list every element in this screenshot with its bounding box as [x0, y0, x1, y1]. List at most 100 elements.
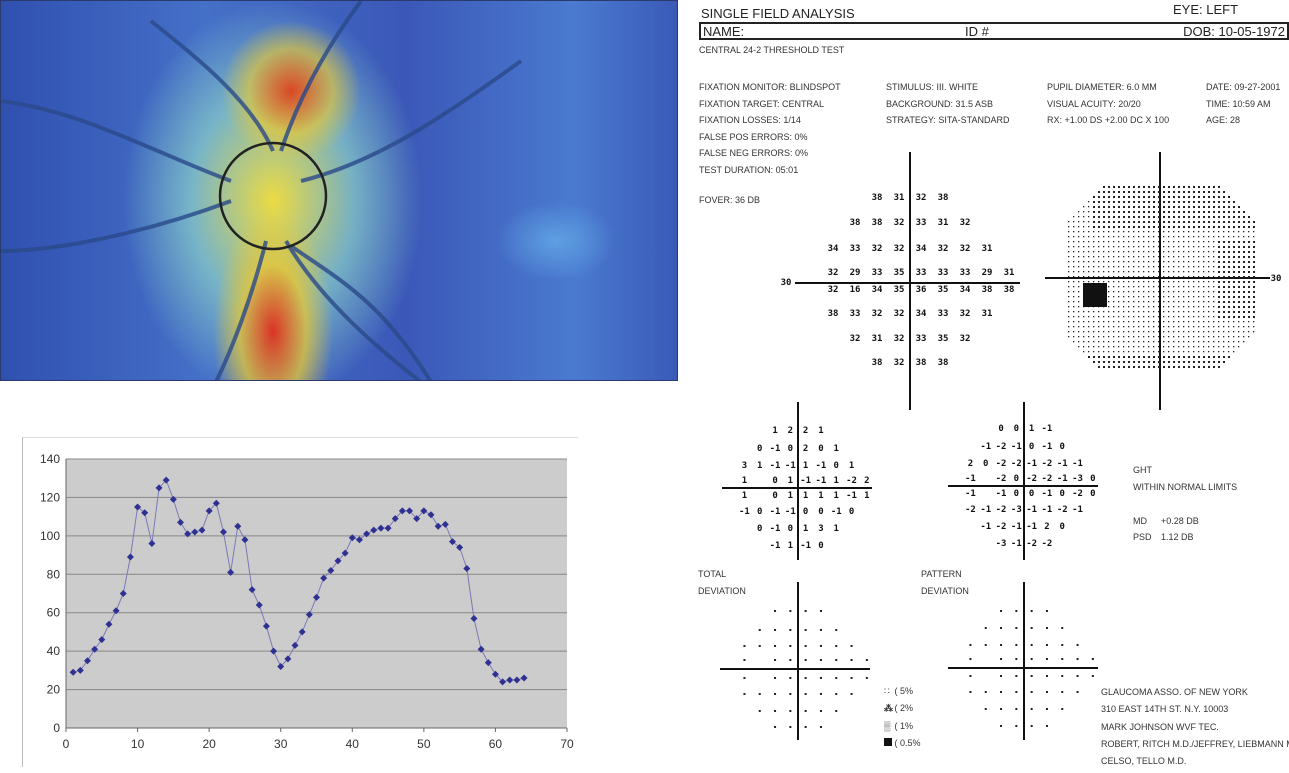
grayscale-dot: [1208, 226, 1210, 228]
total-deviation-value: 1: [833, 444, 839, 454]
grayscale-dot: [1203, 271, 1205, 273]
grayscale-dot: [1238, 261, 1240, 263]
rx: RX: +1.00 DS +2.00 DC X 100: [1047, 115, 1170, 126]
grayscale-dot: [1088, 221, 1090, 223]
grayscale-dot: [1253, 311, 1255, 313]
grayscale-dot: [1233, 286, 1235, 288]
grayscale-dot: [1088, 341, 1090, 343]
grayscale-dot: [1103, 201, 1105, 203]
grayscale-dot: [1118, 326, 1120, 328]
grayscale-dot: [1068, 321, 1070, 323]
grayscale-dot: [1223, 286, 1225, 288]
grayscale-dot: [1148, 196, 1150, 198]
grayscale-dot: [1088, 251, 1090, 253]
grayscale-dot: [1113, 271, 1115, 273]
grayscale-dot: [1083, 276, 1085, 278]
total-deviation-value: 0: [757, 524, 763, 534]
data-point: [470, 614, 478, 622]
grayscale-dot: [1118, 201, 1120, 203]
grayscale-dot: [1163, 221, 1165, 223]
grayscale-dot: [1193, 216, 1195, 218]
grayscale-dot: [1173, 346, 1175, 348]
grayscale-dot: [1213, 201, 1215, 203]
legend-5: ∷ ( 5%: [884, 683, 921, 700]
grayscale-dot: [1173, 286, 1175, 288]
grayscale-dot: [1098, 266, 1100, 268]
fovea-value: FOVER: 36 DB: [699, 195, 761, 205]
grayscale-dot: [1118, 271, 1120, 273]
grayscale-dot: [1218, 366, 1220, 368]
grayscale-dot: [1228, 321, 1230, 323]
grayscale-dot: [1133, 196, 1135, 198]
grayscale-dot: [1168, 216, 1170, 218]
grayscale-dot: [1163, 201, 1165, 203]
grayscale-dot: [1068, 226, 1070, 228]
x-tick-label: 70: [560, 737, 574, 751]
grayscale-dot: [1218, 236, 1220, 238]
grayscale-dot: [1198, 321, 1200, 323]
grayscale-dot: [1188, 356, 1190, 358]
grayscale-dot: [1223, 196, 1225, 198]
grayscale-dot: [1198, 186, 1200, 188]
grayscale-dot: [1173, 326, 1175, 328]
threshold-value: 38: [937, 193, 949, 203]
threshold-value: 31: [871, 334, 883, 344]
grayscale-dot: [1128, 221, 1130, 223]
pattern-deviation-value: -1: [1026, 505, 1038, 515]
grayscale-dot: [1243, 211, 1245, 213]
probability-dot: [1045, 691, 1048, 693]
grayscale-dot: [1158, 286, 1160, 288]
grayscale-dot: [1198, 341, 1200, 343]
grayscale-dot: [1253, 221, 1255, 223]
probability-dot: [758, 710, 761, 712]
grayscale-dot: [1123, 206, 1125, 208]
grayscale-dot: [1148, 221, 1150, 223]
grayscale-dot: [1148, 321, 1150, 323]
probability-dot: [774, 645, 777, 647]
threshold-value: 33: [871, 268, 883, 278]
grayscale-dot: [1098, 191, 1100, 193]
total-deviation-value: -1: [769, 524, 781, 534]
total-deviation-value: 0: [772, 491, 778, 501]
probability-dot: [1000, 725, 1003, 727]
grayscale-dot: [1128, 366, 1130, 368]
total-deviation-value: 1: [787, 476, 794, 486]
grayscale-dot: [1163, 186, 1165, 188]
grayscale-dot: [1163, 261, 1165, 263]
grayscale-dot: [1073, 286, 1075, 288]
grayscale-dot: [1118, 256, 1120, 258]
grayscale-dot: [1163, 226, 1165, 228]
grayscale-dot: [1223, 256, 1225, 258]
pattern-deviation-value: 0: [1013, 489, 1020, 499]
grayscale-dot: [1198, 226, 1200, 228]
grayscale-dot: [1253, 291, 1255, 293]
grayscale-dot: [1208, 261, 1210, 263]
grayscale-dot: [1158, 316, 1160, 318]
grayscale-dot: [1218, 211, 1220, 213]
grayscale-dot: [1193, 241, 1195, 243]
probability-dot: [1015, 691, 1018, 693]
grayscale-dot: [1188, 231, 1190, 233]
grayscale-dot: [1228, 351, 1230, 353]
grayscale-dot: [1118, 246, 1120, 248]
grayscale-dot: [1178, 196, 1180, 198]
grayscale-dot: [1128, 301, 1130, 303]
grayscale-dot: [1138, 186, 1140, 188]
grayscale-dot: [1218, 306, 1220, 308]
grayscale-dot: [1203, 336, 1205, 338]
grayscale-dot: [1173, 356, 1175, 358]
grayscale-dot: [1178, 261, 1180, 263]
grayscale-dot: [1238, 221, 1240, 223]
grayscale-dot: [1223, 206, 1225, 208]
grayscale-dot: [1233, 201, 1235, 203]
grayscale-dot: [1228, 221, 1230, 223]
data-point: [363, 530, 371, 538]
grayscale-dot: [1133, 191, 1135, 193]
grayscale-dot: [1243, 291, 1245, 293]
grayscale-dot: [1098, 326, 1100, 328]
grayscale-dot: [1068, 336, 1070, 338]
grayscale-dot: [1193, 366, 1195, 368]
grayscale-dot: [1218, 341, 1220, 343]
info-col-4: DATE: 09-27-2001 TIME: 10:59 AM AGE: 28: [1206, 79, 1280, 129]
probability-dot: [1076, 658, 1079, 660]
